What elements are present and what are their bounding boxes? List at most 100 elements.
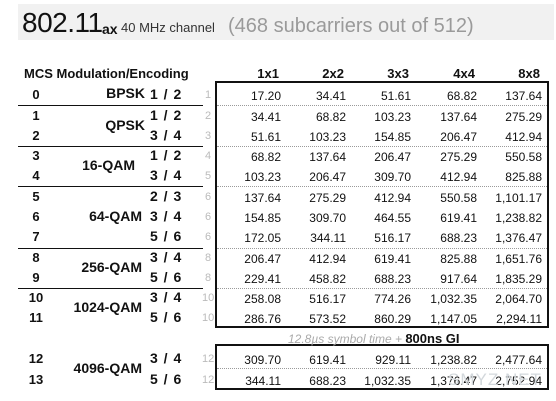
coding-rate: 1 / 2: [150, 147, 183, 163]
modulation-64qam: 64-QAM: [89, 208, 142, 224]
modulation-16qam: 16-QAM: [82, 157, 135, 173]
mcs-index: 11: [29, 310, 43, 325]
rate-cell: 619.41: [309, 353, 346, 367]
rate-cell: 51.61: [250, 130, 281, 144]
rate-cell: 1,835.29: [495, 272, 542, 286]
rate-cell: 137.64: [309, 150, 346, 164]
coding-rate: 1 / 2: [150, 86, 183, 102]
rate-table-frame: [215, 81, 549, 328]
row-separator: [217, 146, 547, 147]
rate-cell: 2,294.11: [496, 312, 542, 326]
rate-cell: 286.76: [244, 312, 281, 326]
rate-cell: 412.94: [440, 170, 477, 184]
rate-cell: 34.41: [250, 110, 281, 124]
row-index-marker: 4: [204, 150, 212, 162]
rate-cell: 688.23: [309, 374, 346, 388]
guard-interval-note: 12.8µs symbol time + 800ns GI: [288, 331, 460, 346]
rate-cell: 550.58: [440, 191, 477, 205]
rate-cell: 172.05: [244, 231, 281, 245]
title-note: (468 subcarriers out of 512): [228, 15, 474, 37]
rate-cell: 154.85: [244, 211, 281, 225]
rate-cell: 154.85: [374, 130, 411, 144]
rate-cell: 1,147.05: [430, 312, 477, 326]
rate-cell: 1,651.76: [495, 252, 542, 266]
rate-cell: 206.47: [440, 130, 477, 144]
table-row: 5 2 / 3 6 137.64 275.29 412.94 550.58 1,101.17: [0, 187, 556, 208]
row-separator: [217, 186, 547, 187]
row-index-marker: 12: [202, 374, 215, 386]
row-index-marker: 5: [204, 170, 212, 182]
coding-rate: 3 / 4: [150, 289, 183, 305]
rate-cell: 51.61: [380, 89, 411, 103]
rate-cell: 229.41: [244, 272, 281, 286]
rate-cell: 464.55: [374, 211, 411, 225]
mcs-index: 6: [32, 209, 40, 224]
modulation-qpsk: QPSK: [105, 117, 145, 133]
rate-cell: 68.82: [446, 89, 477, 103]
rate-cell: 688.23: [374, 272, 411, 286]
rate-cell: 206.47: [309, 170, 346, 184]
mcs-index: 7: [32, 229, 40, 244]
rate-cell: 309.70: [374, 170, 411, 184]
table-row: 4 3 / 4 5 103.23 206.47 309.70 412.94 825.88: [0, 166, 556, 187]
group-separator: [18, 288, 203, 289]
row-index-marker: 1: [204, 89, 212, 101]
rate-cell: 516.17: [374, 231, 411, 245]
modulation-1024qam: 1024-QAM: [73, 299, 142, 315]
rate-cell: 1,238.82: [495, 211, 542, 225]
mcs-index: 2: [32, 128, 40, 143]
rate-cell: 619.41: [374, 252, 411, 266]
rate-cell: 137.64: [440, 110, 477, 124]
rate-cell: 929.11: [375, 353, 411, 367]
row-index-marker: 8: [204, 272, 212, 284]
rate-cell: 2,752.94: [495, 374, 542, 388]
group-separator: [18, 248, 203, 249]
modulation-bpsk: BPSK: [106, 85, 145, 101]
mcs-index: 5: [32, 189, 40, 204]
gi-note-bold: 800ns GI: [405, 331, 460, 346]
table-row: 13 5 / 6 12 344.11 688.23 1,032.35 1,376.47 2,7…: [0, 370, 556, 391]
coding-rate: 5 / 6: [150, 371, 183, 387]
row-separator: [217, 288, 547, 289]
rate-cell: 344.11: [310, 231, 346, 245]
rate-cell: 1,238.82: [430, 353, 477, 367]
modulation-256qam: 256-QAM: [81, 259, 142, 275]
title-desc: 40 MHz channel: [121, 20, 215, 35]
rate-cell: 103.23: [244, 170, 281, 184]
row-index-marker: 2: [204, 110, 212, 122]
mcs-index: 0: [32, 87, 40, 102]
modulation-4096qam: 4096-QAM: [73, 360, 142, 376]
row-separator: [217, 105, 547, 106]
row-index-marker: 12: [202, 353, 215, 365]
coding-rate: 5 / 6: [150, 309, 183, 325]
rate-cell: 688.23: [440, 231, 477, 245]
rate-cell: 825.88: [440, 252, 477, 266]
group-separator: [18, 105, 203, 106]
rate-cell: 1,376.47: [495, 231, 542, 245]
rate-cell: 137.64: [244, 191, 281, 205]
coding-rate: 5 / 6: [150, 269, 183, 285]
rate-cell: 206.47: [374, 150, 411, 164]
rate-cell: 412.94: [505, 130, 542, 144]
header-mcs-mod: MCS Modulation/Encoding: [24, 66, 189, 81]
rate-cell: 412.94: [309, 252, 346, 266]
rate-cell: 344.11: [245, 374, 281, 388]
table-row: 10 3 / 4 10 258.08 516.17 774.26 1,032.35 2,064…: [0, 288, 556, 309]
row-separator: [217, 368, 547, 369]
table-row: 12 3 / 4 12 309.70 619.41 929.11 1,238.82 2,477…: [0, 349, 556, 370]
rate-cell: 1,376.47: [430, 374, 477, 388]
rate-cell: 17.20: [250, 89, 281, 103]
rate-cell: 309.70: [244, 353, 281, 367]
mcs-index: 3: [32, 148, 40, 163]
row-index-marker: 8: [204, 252, 212, 264]
row-index-marker: 6: [204, 231, 212, 243]
header-4x4: 4x4: [453, 66, 475, 81]
group-separator: [18, 146, 203, 147]
rate-cell: 1,101.17: [495, 191, 542, 205]
mcs-index: 1: [32, 108, 40, 123]
group-separator: [18, 186, 203, 187]
row-index-marker: 6: [204, 211, 212, 223]
rate-cell: 206.47: [244, 252, 281, 266]
header-3x3: 3x3: [387, 66, 409, 81]
rate-cell: 550.58: [505, 150, 542, 164]
